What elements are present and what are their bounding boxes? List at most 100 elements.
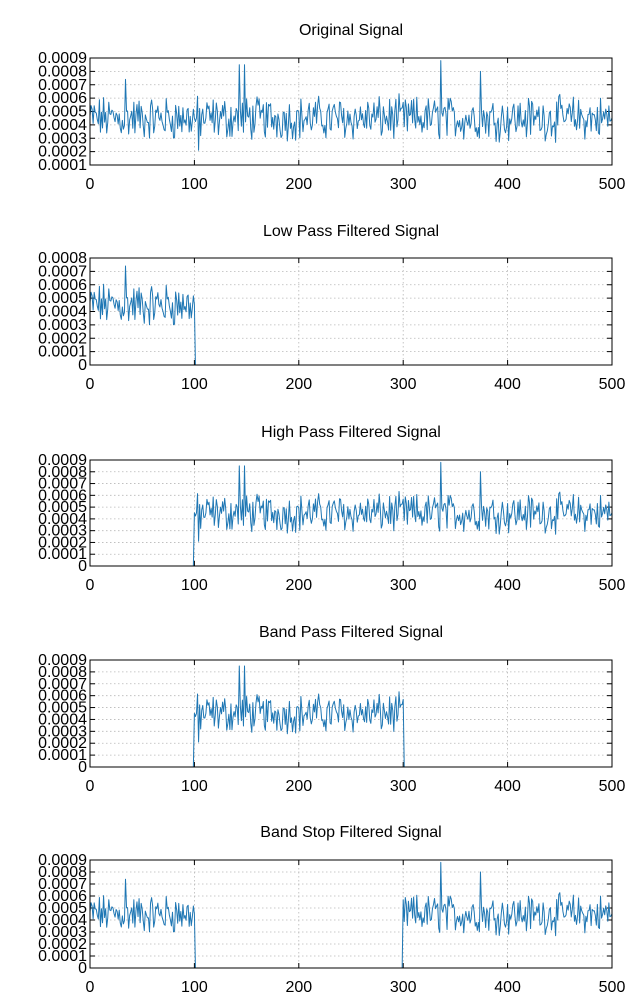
x-tick-label: 400 xyxy=(494,979,521,996)
y-tick-label: 0.0002 xyxy=(38,144,87,161)
chart-title: Band Stop Filtered Signal xyxy=(260,824,441,841)
plot-frame xyxy=(89,659,613,768)
x-tick-label: 500 xyxy=(599,979,626,996)
chart-panel-2: Low Pass Filtered Signal00.00010.00020.0… xyxy=(38,223,625,393)
chart-title: Band Pass Filtered Signal xyxy=(259,624,443,641)
y-tick-label: 0.0007 xyxy=(38,676,87,693)
y-tick-label: 0.0004 xyxy=(38,711,87,728)
chart-panel-1: Original Signal0.00010.00020.00030.00040… xyxy=(38,22,625,193)
x-tick-label: 0 xyxy=(86,577,95,594)
y-tick-label: 0.0008 xyxy=(38,464,87,481)
x-tick-label: 300 xyxy=(390,577,417,594)
y-tick-label: 0.0001 xyxy=(38,948,87,965)
y-tick-label: 0.0009 xyxy=(38,852,87,869)
x-tick-label: 200 xyxy=(285,577,312,594)
x-tick-label: 500 xyxy=(599,577,626,594)
y-tick-label: 0.0006 xyxy=(38,487,87,504)
y-tick-label: 0.0006 xyxy=(38,688,87,705)
y-tick-label: 0.0006 xyxy=(38,277,87,294)
y-tick-label: 0 xyxy=(78,558,87,575)
x-tick-label: 200 xyxy=(285,979,312,996)
x-tick-label: 100 xyxy=(181,577,208,594)
y-tick-label: 0.0005 xyxy=(38,290,87,307)
y-tick-label: 0.0008 xyxy=(38,664,87,681)
y-tick-label: 0.0002 xyxy=(38,735,87,752)
y-tick-label: 0.0003 xyxy=(38,317,87,334)
chart-title: Low Pass Filtered Signal xyxy=(263,223,439,240)
x-tick-label: 400 xyxy=(494,376,521,393)
y-tick-label: 0.0004 xyxy=(38,304,87,321)
chart-panel-3: High Pass Filtered Signal00.00010.00020.… xyxy=(38,424,625,594)
y-tick-label: 0.0006 xyxy=(38,888,87,905)
y-tick-label: 0.0003 xyxy=(38,924,87,941)
x-tick-label: 0 xyxy=(86,979,95,996)
x-tick-label: 0 xyxy=(86,376,95,393)
y-tick-label: 0.0001 xyxy=(38,344,87,361)
x-tick-label: 200 xyxy=(285,176,312,193)
chart-panel-5: Band Stop Filtered Signal00.00010.00020.… xyxy=(38,824,625,996)
x-tick-label: 300 xyxy=(390,176,417,193)
y-tick-label: 0.0007 xyxy=(38,476,87,493)
y-tick-label: 0.0004 xyxy=(38,117,87,134)
x-tick-label: 300 xyxy=(390,778,417,795)
x-tick-label: 0 xyxy=(86,778,95,795)
x-tick-label: 300 xyxy=(390,979,417,996)
signal-line xyxy=(89,265,612,366)
y-tick-label: 0.0004 xyxy=(38,511,87,528)
plot-frame xyxy=(89,459,613,567)
y-tick-label: 0 xyxy=(78,357,87,374)
x-tick-label: 100 xyxy=(181,979,208,996)
plot-frame xyxy=(89,859,613,969)
chart-title: Original Signal xyxy=(299,22,403,39)
x-tick-label: 500 xyxy=(599,176,626,193)
y-tick-label: 0.0005 xyxy=(38,499,87,516)
plot-frame xyxy=(89,57,613,166)
y-tick-label: 0 xyxy=(78,960,87,977)
x-tick-label: 500 xyxy=(599,778,626,795)
y-tick-label: 0.0009 xyxy=(38,452,87,469)
y-tick-label: 0.0005 xyxy=(38,104,87,121)
chart-title: High Pass Filtered Signal xyxy=(261,424,441,441)
x-tick-label: 100 xyxy=(181,778,208,795)
y-tick-label: 0.0002 xyxy=(38,936,87,953)
chart-panel-4: Band Pass Filtered Signal00.00010.00020.… xyxy=(38,624,625,795)
y-tick-label: 0.0003 xyxy=(38,523,87,540)
signal-line xyxy=(89,861,613,969)
y-tick-label: 0.0009 xyxy=(38,652,87,669)
y-tick-label: 0.0003 xyxy=(38,130,87,147)
signal-line xyxy=(90,461,613,567)
signal-line xyxy=(89,60,613,151)
signal-line xyxy=(90,665,612,768)
y-tick-label: 0.0008 xyxy=(38,63,87,80)
y-tick-label: 0 xyxy=(78,759,87,776)
x-tick-label: 400 xyxy=(494,778,521,795)
x-tick-label: 0 xyxy=(86,176,95,193)
y-tick-label: 0.0003 xyxy=(38,723,87,740)
y-tick-label: 0.0001 xyxy=(38,546,87,563)
x-tick-label: 400 xyxy=(494,176,521,193)
y-tick-label: 0.0006 xyxy=(38,90,87,107)
y-tick-label: 0.0007 xyxy=(38,263,87,280)
y-tick-label: 0.0002 xyxy=(38,534,87,551)
y-tick-label: 0.0008 xyxy=(38,250,87,267)
y-tick-label: 0.0009 xyxy=(38,50,87,67)
y-tick-label: 0.0007 xyxy=(38,876,87,893)
x-tick-label: 200 xyxy=(285,376,312,393)
x-tick-label: 200 xyxy=(285,778,312,795)
y-tick-label: 0.0005 xyxy=(38,700,87,717)
y-tick-label: 0.0004 xyxy=(38,912,87,929)
y-tick-label: 0.0007 xyxy=(38,77,87,94)
x-tick-label: 100 xyxy=(181,376,208,393)
y-tick-label: 0.0008 xyxy=(38,864,87,881)
y-tick-label: 0.0001 xyxy=(38,747,87,764)
x-tick-label: 300 xyxy=(390,376,417,393)
plot-frame xyxy=(89,257,613,366)
x-tick-label: 500 xyxy=(599,376,626,393)
y-tick-label: 0.0002 xyxy=(38,330,87,347)
x-tick-label: 100 xyxy=(181,176,208,193)
x-tick-label: 400 xyxy=(494,577,521,594)
y-tick-label: 0.0005 xyxy=(38,900,87,917)
y-tick-label: 0.0001 xyxy=(38,157,87,174)
